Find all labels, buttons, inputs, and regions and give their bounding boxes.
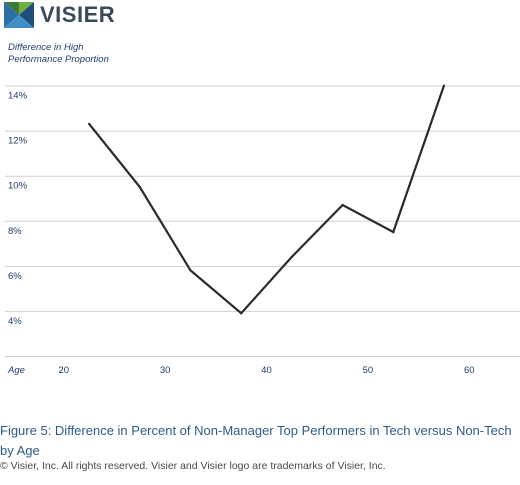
x-tick-label: 40 (261, 365, 272, 376)
line-chart: Difference in High Performance Proportion… (5, 42, 520, 376)
data-point (341, 203, 344, 207)
y-axis-title-line: Performance Proportion (8, 54, 109, 65)
data-point (290, 255, 293, 258)
figure-caption: Figure 5: Difference in Percent of Non-M… (0, 423, 512, 458)
y-tick-label: 14% (8, 91, 28, 102)
logo-text: VISIER (40, 2, 116, 27)
visier-logo: VISIER (4, 2, 115, 28)
y-tick-label: 8% (8, 226, 22, 237)
x-axis-title: Age (7, 365, 25, 376)
x-tick-label: 30 (160, 365, 171, 376)
y-axis-title-line: Difference in High (8, 42, 84, 53)
series-line (88, 85, 446, 315)
data-point (442, 84, 446, 87)
data-point (240, 312, 243, 315)
visier-logo-icon (4, 2, 34, 28)
y-tick-label: 4% (8, 316, 22, 327)
data-point (392, 230, 395, 234)
x-tick-label: 20 (58, 365, 69, 376)
y-tick-label: 6% (8, 271, 22, 282)
y-tick-label: 12% (8, 136, 28, 147)
y-tick-label: 10% (8, 181, 28, 192)
x-tick-label: 50 (363, 365, 374, 376)
x-tick-label: 60 (464, 365, 475, 376)
data-point (189, 269, 192, 272)
data-point (138, 185, 141, 189)
copyright-notice: © Visier, Inc. All rights reserved. Visi… (0, 460, 386, 472)
data-point (88, 122, 91, 125)
